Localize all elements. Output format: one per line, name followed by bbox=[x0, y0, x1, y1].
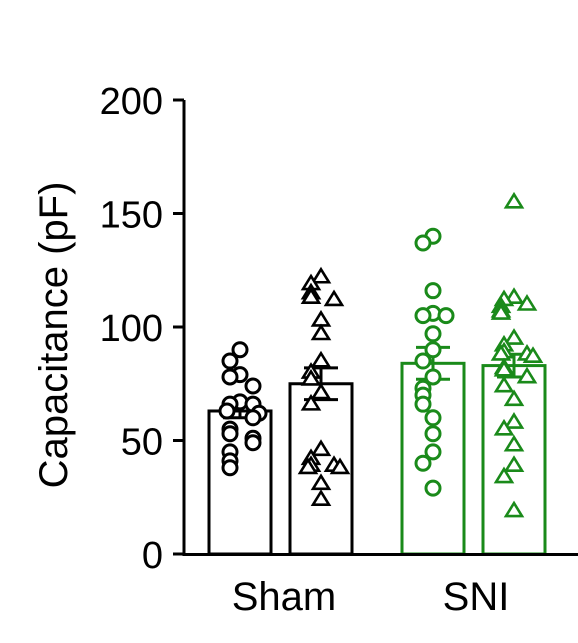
data-point-triangle bbox=[310, 323, 332, 341]
data-point-circle bbox=[424, 282, 442, 300]
data-point-circle bbox=[424, 479, 442, 497]
x-category-label-sni: SNI bbox=[443, 575, 510, 619]
x-category-label-sham: Sham bbox=[232, 575, 337, 619]
data-point-circle bbox=[424, 325, 442, 343]
data-point-triangle bbox=[493, 418, 515, 436]
data-point-triangle bbox=[310, 266, 332, 284]
data-point-triangle bbox=[323, 289, 345, 307]
data-point-triangle bbox=[310, 382, 332, 400]
data-point-triangle bbox=[503, 328, 525, 345]
data-point-circle bbox=[244, 377, 262, 395]
data-point-circle bbox=[424, 425, 442, 443]
data-point-circle bbox=[218, 402, 236, 420]
data-point-circle bbox=[437, 307, 455, 325]
bar-sham-circle bbox=[207, 409, 273, 556]
data-point-circle bbox=[424, 368, 442, 386]
data-point-triangle bbox=[522, 346, 544, 364]
data-point-triangle bbox=[490, 303, 512, 320]
y-tick-label: 0 bbox=[142, 535, 163, 577]
data-point-circle bbox=[424, 341, 442, 359]
points-layer bbox=[218, 191, 544, 518]
y-axis-label: Capacitance (pF) bbox=[32, 182, 76, 489]
data-point-triangle bbox=[503, 412, 525, 429]
data-point-circle bbox=[414, 352, 432, 370]
data-point-circle bbox=[244, 434, 262, 452]
data-point-circle bbox=[414, 454, 432, 472]
x-category-labels: Sham SNI bbox=[232, 575, 510, 619]
data-point-triangle bbox=[503, 434, 525, 452]
data-point-triangle bbox=[297, 457, 319, 475]
data-point-triangle bbox=[516, 294, 538, 311]
data-point-triangle bbox=[493, 466, 515, 484]
data-point-circle bbox=[231, 341, 249, 359]
data-point-triangle bbox=[300, 393, 322, 411]
data-point-triangle bbox=[503, 455, 525, 472]
y-tick-label: 150 bbox=[100, 195, 163, 237]
data-point-triangle bbox=[300, 368, 322, 386]
data-point-triangle bbox=[310, 439, 332, 457]
data-point-triangle bbox=[516, 366, 538, 384]
data-point-circle bbox=[221, 352, 239, 370]
data-point-circle bbox=[424, 443, 442, 461]
data-point-circle bbox=[414, 395, 432, 413]
data-point-triangle bbox=[310, 309, 332, 327]
data-point-circle bbox=[221, 459, 239, 477]
data-point-triangle bbox=[503, 500, 525, 518]
data-point-circle bbox=[424, 409, 442, 427]
data-point-triangle bbox=[503, 389, 525, 407]
data-point-circle bbox=[221, 368, 239, 386]
data-point-triangle bbox=[310, 350, 332, 368]
data-point-triangle bbox=[310, 489, 332, 507]
data-point-triangle bbox=[503, 191, 525, 209]
data-point-triangle bbox=[329, 457, 351, 475]
data-point-circle bbox=[244, 409, 262, 427]
data-point-triangle bbox=[493, 359, 515, 377]
data-point-triangle bbox=[490, 343, 512, 361]
data-point-triangle bbox=[493, 375, 515, 393]
y-ticks: 0 50 100 150 200 bbox=[100, 81, 184, 577]
data-point-triangle bbox=[310, 473, 332, 491]
data-point-circle bbox=[221, 425, 239, 443]
y-tick-label: 200 bbox=[100, 81, 163, 123]
y-tick-label: 50 bbox=[121, 422, 163, 464]
data-point-circle bbox=[414, 307, 432, 325]
y-tick-label: 100 bbox=[100, 308, 163, 350]
data-point-circle bbox=[414, 234, 432, 252]
data-point-triangle bbox=[300, 287, 322, 304]
